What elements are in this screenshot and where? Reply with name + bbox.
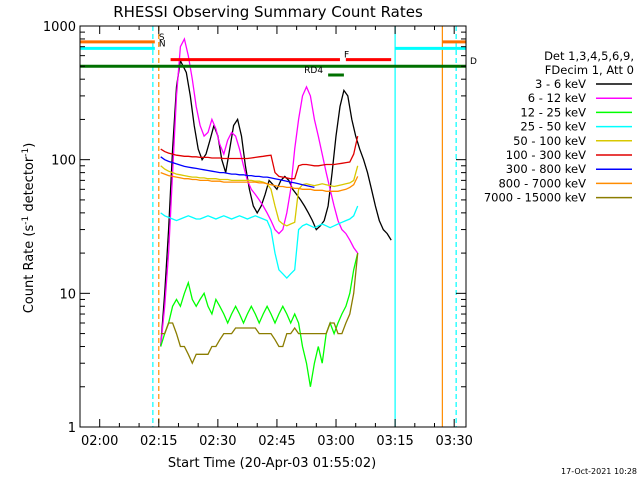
plot-frame (79, 25, 467, 428)
x-tick-label-4: 03:00 (317, 434, 354, 449)
x-tick-label-3: 02:45 (258, 434, 295, 449)
axis-layer: 02:00 02:15 02:30 02:45 03:00 03:15 03:30 1 10 10… (43, 20, 473, 449)
series-line-5 (160, 135, 359, 180)
series-line-2 (160, 252, 359, 387)
x-tick-label-5: 03:15 (376, 434, 413, 449)
series-line-3 (160, 205, 359, 280)
chart-title: RHESSI Observing Summary Count Rates (113, 3, 423, 21)
y-tick-label-3: 1000 (43, 20, 76, 35)
legend-label-3: 25 - 50 keV (520, 120, 586, 134)
plot-layer: SN F D RD4 (80, 26, 477, 427)
legend-label-1: 6 - 12 keV (528, 91, 586, 105)
series-line-6 (160, 156, 315, 189)
y-axis-label-sup-1: -1 (21, 216, 31, 225)
x-tick-label-1: 02:15 (140, 434, 177, 449)
y-axis-label-part-2: detector (22, 156, 37, 216)
y-tick-label-2: 100 (51, 154, 76, 169)
y-axis-label: Count Rate (s-1 detector-1) (21, 143, 37, 314)
legend-label-6: 300 - 800 keV (506, 162, 586, 176)
legend-label-0: 3 - 6 keV (535, 77, 586, 91)
y-axis-label-part-3: ) (22, 143, 37, 148)
series-line-8 (160, 253, 359, 365)
legend: Det 1,3,4,5,6,9,FDecim 1, Att 03 - 6 keV… (484, 49, 634, 205)
state-bar-label-0: S (159, 33, 165, 43)
y-axis-label-sup-2: -1 (21, 148, 31, 157)
x-tick-label-2: 02:30 (199, 434, 236, 449)
x-axis-label: Start Time (20-Apr-03 01:55:02) (168, 456, 376, 471)
series-line-1 (160, 37, 359, 347)
y-tick-label-1: 10 (59, 287, 76, 302)
series-line-7 (160, 171, 359, 192)
y-axis-label-part-1: Count Rate (s (22, 225, 37, 314)
state-bar-label-3: D (470, 57, 477, 67)
x-tick-label-6: 03:30 (435, 434, 472, 449)
legend-header-0: Det 1,3,4,5,6,9, (544, 49, 634, 63)
legend-label-5: 100 - 300 keV (506, 148, 586, 162)
legend-label-2: 12 - 25 keV (520, 105, 586, 119)
state-bar-label-4: RD4 (304, 66, 323, 76)
y-tick-label-0: 1 (68, 421, 76, 436)
state-bar-label-2: F (344, 51, 349, 61)
legend-label-4: 50 - 100 keV (513, 134, 586, 148)
legend-label-8: 7000 - 15000 keV (484, 191, 586, 205)
series-line-4 (160, 165, 359, 227)
footer-timestamp: 17-Oct-2021 10:28 (561, 467, 637, 476)
legend-header-1: FDecim 1, Att 0 (545, 63, 634, 77)
series-line-0 (160, 58, 392, 347)
legend-label-7: 800 - 7000 keV (498, 176, 586, 190)
x-tick-label-0: 02:00 (81, 434, 118, 449)
state-bar-label-1: N (159, 39, 166, 49)
